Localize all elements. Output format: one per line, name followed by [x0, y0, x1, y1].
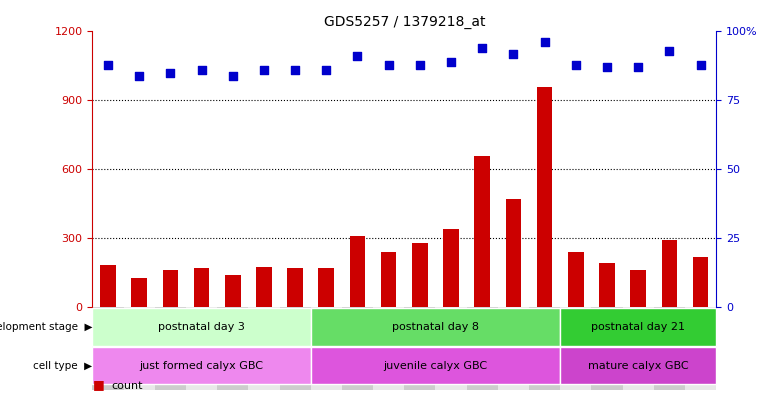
Bar	[155, 307, 186, 390]
Bar	[123, 307, 155, 390]
Point	[538, 39, 551, 46]
Text: postnatal day 3: postnatal day 3	[158, 322, 245, 332]
Bar	[693, 257, 708, 307]
Bar	[310, 307, 342, 390]
Bar	[342, 307, 373, 390]
Point	[507, 50, 520, 57]
Point	[196, 67, 208, 73]
Point	[476, 45, 488, 51]
Text: ■: ■	[92, 378, 104, 391]
Text: development stage  ▶: development stage ▶	[0, 322, 92, 332]
Point	[663, 48, 675, 54]
Bar	[319, 268, 334, 307]
Bar	[412, 243, 427, 307]
Text: just formed calyx GBC: just formed calyx GBC	[139, 361, 263, 371]
Bar	[350, 236, 365, 307]
Point	[601, 64, 613, 70]
Point	[445, 59, 457, 65]
Bar	[591, 307, 623, 390]
Text: ■: ■	[92, 390, 104, 393]
Bar	[186, 307, 217, 390]
Title: GDS5257 / 1379218_at: GDS5257 / 1379218_at	[323, 15, 485, 29]
Bar	[568, 252, 584, 307]
Bar	[474, 156, 490, 307]
Text: juvenile calyx GBC: juvenile calyx GBC	[383, 361, 487, 371]
Bar	[661, 240, 677, 307]
FancyBboxPatch shape	[310, 347, 560, 384]
Point	[695, 61, 707, 68]
Point	[226, 72, 239, 79]
FancyBboxPatch shape	[92, 308, 310, 345]
FancyBboxPatch shape	[560, 347, 716, 384]
Bar	[654, 307, 685, 390]
Point	[320, 67, 333, 73]
Point	[133, 72, 146, 79]
Bar	[217, 307, 248, 390]
Point	[258, 67, 270, 73]
Bar	[436, 307, 467, 390]
Point	[164, 70, 176, 76]
Bar	[599, 263, 614, 307]
Text: cell type  ▶: cell type ▶	[33, 361, 92, 371]
Text: mature calyx GBC: mature calyx GBC	[588, 361, 688, 371]
Bar	[225, 275, 240, 307]
Bar	[100, 265, 116, 307]
Bar	[280, 307, 310, 390]
Text: postnatal day 8: postnatal day 8	[392, 322, 479, 332]
Point	[102, 61, 114, 68]
Point	[383, 61, 395, 68]
Point	[289, 67, 301, 73]
Point	[413, 61, 426, 68]
Text: count: count	[112, 381, 143, 391]
Bar	[467, 307, 498, 390]
Bar	[560, 307, 591, 390]
Bar	[194, 268, 209, 307]
Point	[570, 61, 582, 68]
Bar	[287, 268, 303, 307]
Bar	[622, 307, 654, 390]
Bar	[631, 270, 646, 307]
Bar	[373, 307, 404, 390]
Bar	[529, 307, 560, 390]
Bar	[404, 307, 436, 390]
Text: postnatal day 21: postnatal day 21	[591, 322, 685, 332]
FancyBboxPatch shape	[560, 308, 716, 345]
Point	[632, 64, 644, 70]
FancyBboxPatch shape	[92, 347, 310, 384]
FancyBboxPatch shape	[310, 308, 560, 345]
Bar	[256, 267, 272, 307]
Point	[351, 53, 363, 59]
Bar	[497, 307, 529, 390]
Bar	[506, 199, 521, 307]
Bar	[444, 229, 459, 307]
Bar	[248, 307, 280, 390]
Bar	[685, 307, 716, 390]
Bar	[537, 86, 552, 307]
Bar	[162, 270, 178, 307]
Bar	[92, 307, 123, 390]
Bar	[132, 277, 147, 307]
Bar	[381, 252, 397, 307]
